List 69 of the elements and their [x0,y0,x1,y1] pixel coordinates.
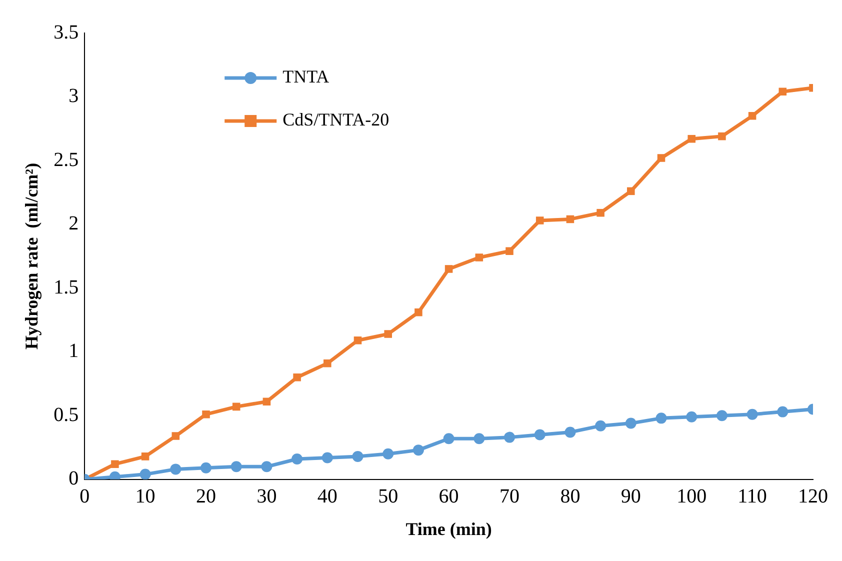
point [625,418,636,429]
y-tick-label: 1.5 [54,276,79,298]
y-tick-label: 0.5 [54,404,79,426]
point [202,410,210,418]
point [324,359,332,368]
x-tick-label: 30 [256,486,277,508]
x-tick-label: 40 [317,486,338,508]
point [746,408,758,420]
point [262,398,271,406]
point [232,402,240,411]
point [382,448,394,460]
point [230,461,242,472]
legend-label: TNTA [282,66,330,87]
point [627,187,635,196]
point [778,88,787,96]
point [200,462,212,474]
x-tick-label: 10 [135,486,156,508]
y-tick-label: 3.5 [54,21,79,44]
x-tick-label: 120 [798,486,828,508]
x-tick-label: 100 [676,486,707,508]
y-tick-label: 1 [68,340,79,362]
y-axis-title: Hydrogen rate (ml/cm²) [21,162,42,350]
point [596,208,604,217]
x-tick-label: 70 [500,486,520,508]
point [475,254,484,262]
point [564,426,576,438]
x-tick-label: 50 [378,486,398,508]
point [504,432,515,443]
point [292,453,303,464]
point [777,406,788,418]
point [595,420,606,432]
point [444,265,453,273]
x-tick-label: 60 [438,486,459,508]
point [352,450,364,462]
point [566,215,574,224]
point [170,464,182,475]
point [718,132,726,140]
point [656,412,667,424]
point [534,429,546,440]
y-tick-label: 0 [68,468,79,490]
y-tick-label: 2.5 [54,148,79,171]
point [354,336,362,344]
legend-label: CdS/TNTA-20 [282,110,390,130]
point [506,247,514,255]
y-tick-label: 2 [68,212,79,235]
point [414,308,422,316]
point [261,461,272,472]
point [686,411,698,422]
x-tick-label: 90 [620,486,641,508]
point [384,330,392,338]
x-tick-label: 110 [738,486,767,508]
point [688,134,696,143]
x-tick-label: 80 [560,486,580,508]
point [657,154,666,162]
point [716,410,728,422]
x-tick-label: 20 [196,486,216,508]
point [536,216,544,224]
point [141,452,150,460]
y-tick-label: 3 [68,85,79,108]
point [412,444,424,456]
point [172,432,180,440]
point [140,468,151,480]
point [111,460,119,468]
point [322,452,333,464]
point [748,112,756,120]
point [474,433,485,444]
point [443,433,454,444]
point [293,373,301,382]
x-axis-title: Time (min) [406,518,492,539]
